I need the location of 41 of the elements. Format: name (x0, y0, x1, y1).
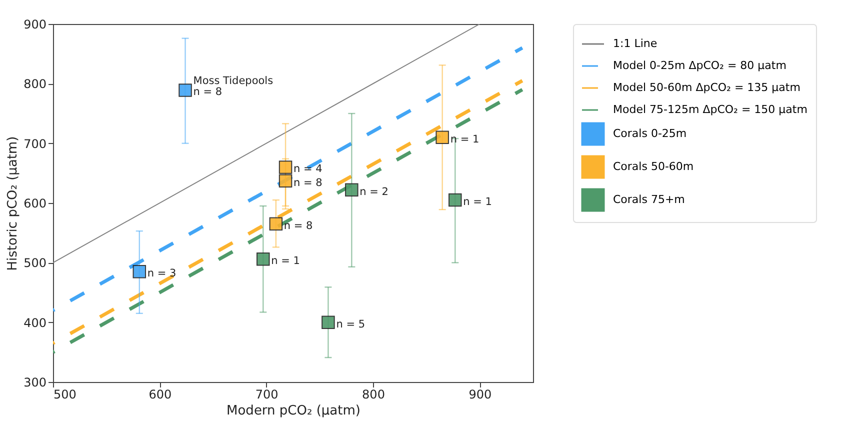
legend-label: Corals 75+m (613, 193, 685, 206)
point (345, 183, 358, 196)
point (322, 316, 335, 329)
y-tick-label: 800 (24, 77, 46, 92)
annotation: n = 1 (450, 133, 480, 146)
point (132, 264, 146, 278)
y-tick-label: 600 (24, 196, 46, 210)
annotation: n = 1 (271, 255, 300, 268)
x-tick-label: 900 (468, 388, 492, 402)
annotation: n = 8 (294, 176, 322, 189)
annotation: Moss Tidepools (193, 75, 274, 88)
legend-label: Model 0-25m ΔpCO₂ = 80 μatm (613, 59, 786, 72)
annotation: n = 5 (336, 318, 366, 330)
y-tick-label: 400 (24, 316, 46, 330)
y-tick-label: 500 (24, 256, 46, 270)
point (269, 217, 283, 231)
legend-label: Corals 50-60m (613, 160, 694, 173)
legend-label: 1:1 Line (613, 37, 658, 50)
x-tick-label: 500 (54, 388, 76, 402)
point (178, 84, 192, 97)
legend-label: Model 50-60m ΔpCO₂ = 135 μatm (613, 81, 800, 94)
x-tick-label: 600 (148, 388, 172, 402)
x-tick-label: 800 (362, 388, 385, 402)
x-axis-title: Modern pCO₂ (μatm) (226, 404, 360, 418)
point (448, 193, 462, 207)
legend-label: Corals 0-25m (613, 127, 687, 140)
point (256, 252, 270, 266)
point (278, 160, 292, 174)
annotation: n = 8 (193, 86, 222, 98)
legend-label: Model 75-125m ΔpCO₂ = 150 μatm (613, 103, 808, 116)
y-tick-label: 900 (24, 18, 46, 32)
y-tick-label: 700 (24, 136, 46, 151)
point (278, 174, 292, 188)
y-axis-title: Historic pCO₂ (μatm) (6, 136, 21, 271)
point (436, 130, 449, 144)
annotation: n = 1 (463, 196, 492, 208)
x-tick-label: 700 (255, 388, 278, 402)
y-tick-label: 300 (24, 376, 46, 390)
annotation: n = 8 (284, 220, 313, 232)
annotation: n = 4 (294, 163, 323, 176)
annotation: n = 2 (360, 186, 388, 198)
